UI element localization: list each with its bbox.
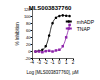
svg-text:40: 40 [26, 35, 31, 40]
svg-text:Log [MLS003837760], µM: Log [MLS003837760], µM [27, 70, 79, 75]
svg-text:100: 100 [24, 14, 31, 19]
svg-text:mhADP: mhADP [77, 19, 95, 25]
svg-text:60: 60 [26, 28, 31, 33]
svg-text:2: 2 [72, 60, 75, 65]
svg-text:0: 0 [28, 49, 31, 54]
svg-text:-4: -4 [30, 60, 34, 65]
svg-text:% Inhibition: % Inhibition [15, 22, 20, 46]
svg-text:80: 80 [26, 21, 31, 26]
svg-text:0: 0 [58, 60, 61, 65]
svg-text:-2: -2 [44, 60, 48, 65]
svg-text:-20: -20 [24, 56, 31, 62]
svg-text:TNAP: TNAP [77, 26, 91, 32]
svg-text:1: 1 [65, 60, 68, 65]
svg-text:-1: -1 [51, 60, 55, 65]
svg-text:20: 20 [26, 42, 31, 47]
svg-text:MLS003837760: MLS003837760 [29, 5, 72, 11]
svg-text:120: 120 [23, 6, 31, 12]
svg-text:-3: -3 [37, 60, 41, 65]
